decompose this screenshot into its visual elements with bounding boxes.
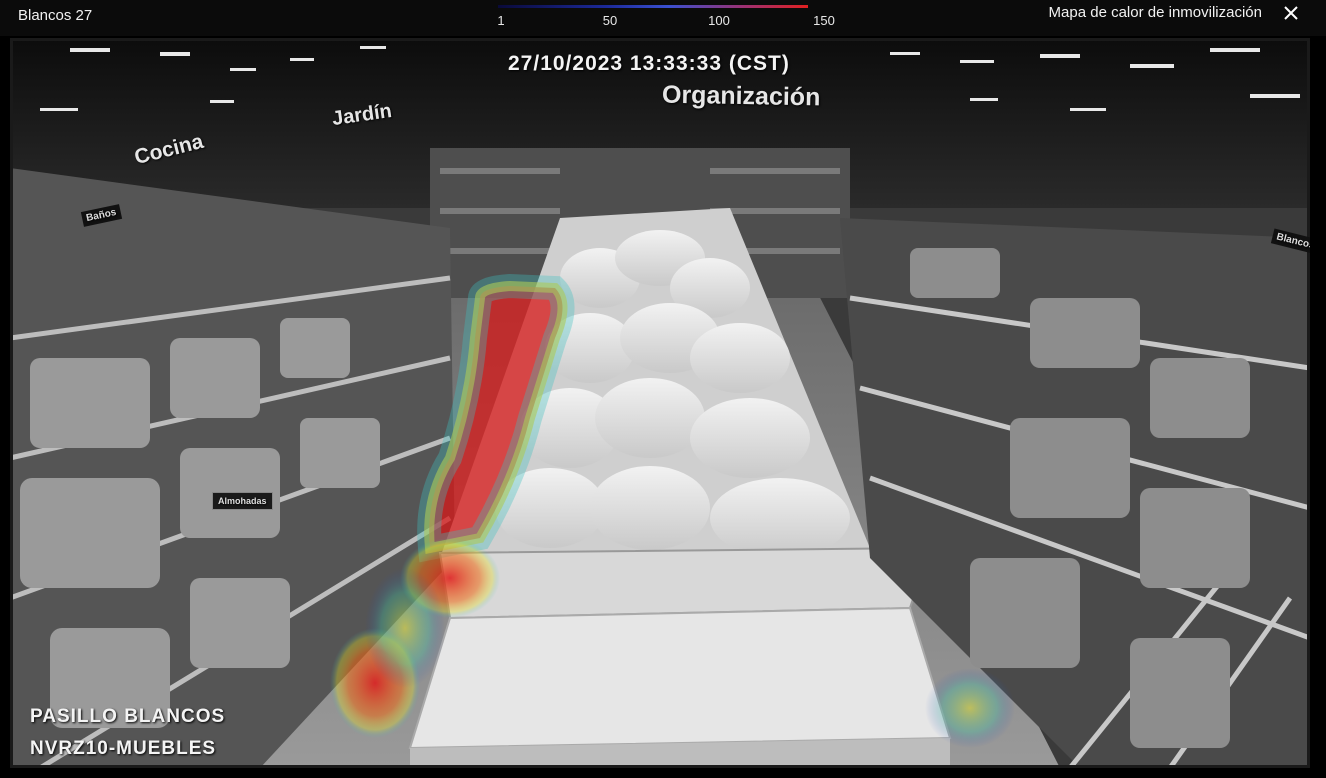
legend-gradient-bar bbox=[498, 5, 808, 8]
top-bar: Blancos 27 1 50 100 150 Mapa de calor de… bbox=[0, 0, 1326, 36]
legend-tick-50: 50 bbox=[602, 13, 618, 28]
legend-tick-150: 150 bbox=[813, 13, 835, 28]
heatmap-legend: 1 50 100 150 bbox=[488, 3, 838, 33]
close-icon bbox=[1284, 6, 1298, 20]
camera-title: Blancos 27 bbox=[18, 7, 93, 24]
sign-almohadas: Almohadas bbox=[212, 492, 273, 510]
sign-organizacion: Organización bbox=[661, 80, 821, 112]
legend-tick-100: 100 bbox=[708, 13, 730, 28]
store-scene bbox=[10, 38, 1310, 768]
camera-view[interactable]: 27/10/2023 13:33:33 (CST) Organización J… bbox=[10, 38, 1310, 768]
heatmap-overlay bbox=[330, 273, 1015, 748]
legend-tick-1: 1 bbox=[497, 13, 505, 28]
osd-camera-location: PASILLO BLANCOS bbox=[30, 706, 226, 727]
heatmap-title: Mapa de calor de inmovilización bbox=[1048, 4, 1262, 21]
close-button[interactable] bbox=[1280, 2, 1302, 24]
ceiling-lights bbox=[40, 46, 1300, 111]
osd-camera-name: NVRZ10-MUEBLES bbox=[30, 738, 217, 759]
osd-timestamp: 27/10/2023 13:33:33 (CST) bbox=[508, 52, 790, 75]
